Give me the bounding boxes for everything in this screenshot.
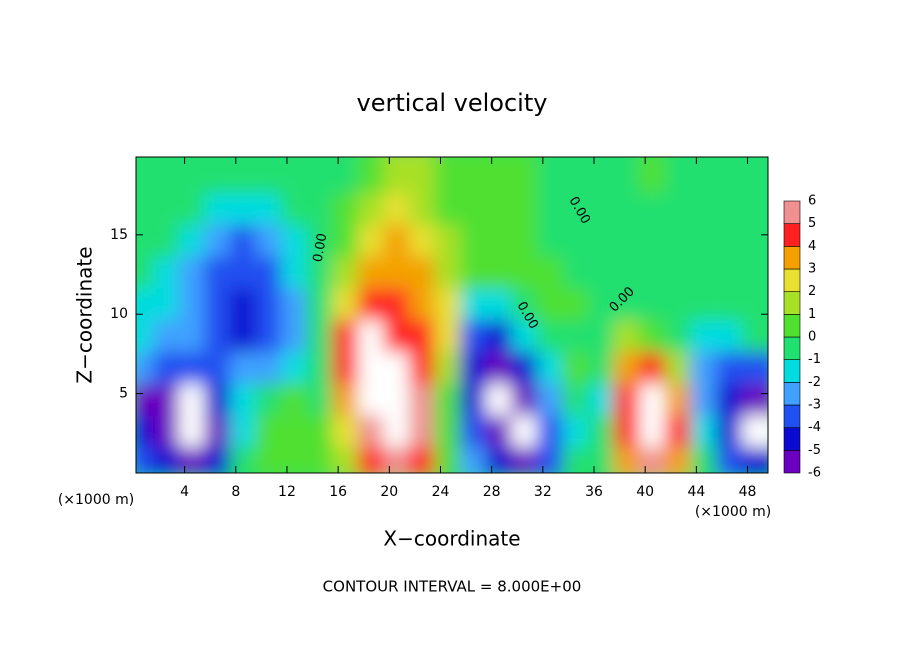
x-tick-label: 36 <box>585 484 603 500</box>
x-tick-label: 4 <box>180 484 189 500</box>
x-tick-label: 12 <box>278 484 296 500</box>
x-tick-label: 44 <box>687 484 705 500</box>
x-tick-label: 48 <box>739 484 757 500</box>
y-axis-label: Z−coordinate <box>73 246 97 383</box>
x-tick-label: 28 <box>483 484 501 500</box>
colorbar-label: -6 <box>808 466 821 481</box>
colorbar-label: 1 <box>808 307 816 322</box>
colorbar-label: -4 <box>808 420 821 435</box>
x-tick-label: 20 <box>380 484 398 500</box>
colorbar-label: 5 <box>808 216 816 231</box>
x-tick-label: 8 <box>231 484 240 500</box>
colorbar-box <box>783 268 801 292</box>
field <box>136 157 768 473</box>
colorbar-box <box>783 200 801 224</box>
colorbar-box <box>783 450 801 474</box>
cells <box>136 157 768 473</box>
footer: CONTOUR INTERVAL = 8.000E+00 <box>323 578 582 596</box>
colorbar-box <box>783 382 801 406</box>
colorbar-label: -3 <box>808 398 821 413</box>
x-unit: (×1000 m) <box>695 504 771 520</box>
x-tick-label: 40 <box>636 484 654 500</box>
colorbar-label: -2 <box>808 375 821 390</box>
colorbar-box <box>783 359 801 383</box>
y-unit: (×1000 m) <box>58 492 134 508</box>
colorbar-box <box>783 427 801 451</box>
colorbar-label: 6 <box>808 194 816 209</box>
x-tick-label: 24 <box>432 484 450 500</box>
x-tick-label: 32 <box>534 484 552 500</box>
colorbar-box <box>783 223 801 247</box>
colorbar-box <box>783 314 801 338</box>
chart-title: vertical velocity <box>357 89 548 117</box>
y-tick-label: 10 <box>110 306 128 322</box>
y-tick-label: 5 <box>119 386 128 402</box>
x-tick-label: 16 <box>329 484 347 500</box>
colorbar-label: -1 <box>808 352 821 367</box>
colorbar-label: -5 <box>808 443 821 458</box>
colorbar-box <box>783 291 801 315</box>
x-axis-label: X−coordinate <box>383 527 520 551</box>
frame <box>135 156 769 474</box>
colorbar-box <box>783 404 801 428</box>
contour-label: 0.00 <box>311 232 331 263</box>
cell <box>741 157 768 194</box>
colorbar-label: 2 <box>808 284 816 299</box>
colorbar-box <box>783 246 801 270</box>
colorbar-label: 3 <box>808 262 816 277</box>
y-tick-label: 15 <box>110 227 128 243</box>
colorbar-label: 4 <box>808 239 816 254</box>
colorbar-box <box>783 336 801 360</box>
colorbar-label: 0 <box>808 330 816 345</box>
